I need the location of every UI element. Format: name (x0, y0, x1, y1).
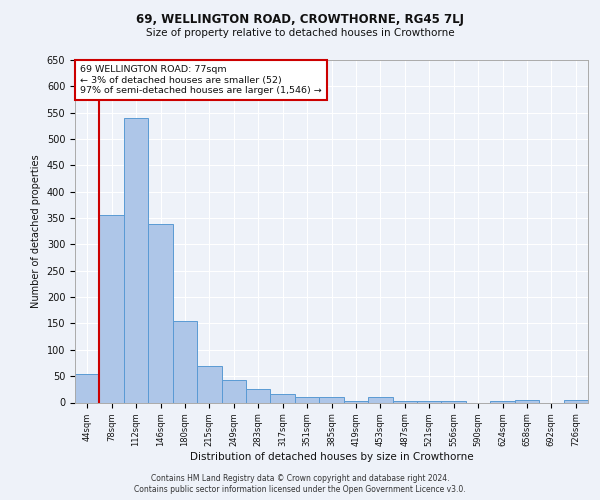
Bar (442, 401, 466, 402)
Bar (271, 394, 295, 402)
Text: 69 WELLINGTON ROAD: 77sqm
← 3% of detached houses are smaller (52)
97% of semi-d: 69 WELLINGTON ROAD: 77sqm ← 3% of detach… (80, 65, 322, 95)
Bar (100, 216, 124, 402)
Bar (295, 397, 319, 402)
Bar (563, 400, 588, 402)
Bar (319, 397, 344, 402)
Bar (344, 401, 368, 402)
Bar (417, 401, 442, 402)
Bar (368, 397, 392, 402)
X-axis label: Distribution of detached houses by size in Crowthorne: Distribution of detached houses by size … (190, 452, 473, 462)
Bar (515, 400, 539, 402)
Bar (124, 118, 148, 403)
Bar (392, 401, 417, 402)
Bar (148, 224, 173, 402)
Bar (75, 374, 100, 402)
Text: Size of property relative to detached houses in Crowthorne: Size of property relative to detached ho… (146, 28, 454, 38)
Text: 69, WELLINGTON ROAD, CROWTHORNE, RG45 7LJ: 69, WELLINGTON ROAD, CROWTHORNE, RG45 7L… (136, 12, 464, 26)
Y-axis label: Number of detached properties: Number of detached properties (31, 154, 41, 308)
Bar (490, 401, 515, 402)
Text: Contains HM Land Registry data © Crown copyright and database right 2024.
Contai: Contains HM Land Registry data © Crown c… (134, 474, 466, 494)
Bar (173, 321, 197, 402)
Bar (221, 380, 246, 402)
Bar (197, 366, 221, 403)
Bar (246, 390, 271, 402)
